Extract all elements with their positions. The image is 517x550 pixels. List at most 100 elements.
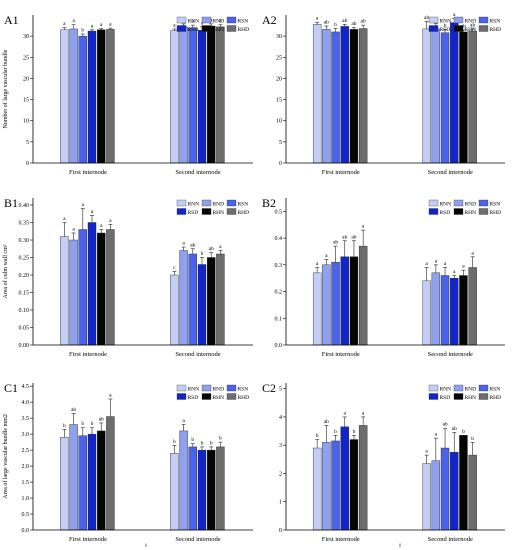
significance-letter: a	[344, 410, 347, 416]
significance-letter: ab	[99, 416, 104, 422]
y-tick-label: 5	[279, 387, 282, 393]
bar-rnn	[170, 274, 179, 346]
significance-letter: a	[453, 269, 456, 275]
significance-letter: b	[219, 436, 222, 442]
y-tick-label: 20	[23, 76, 29, 82]
bar-rnn	[170, 453, 179, 531]
y-tick-label: 0	[26, 161, 29, 167]
bar-rsd	[87, 222, 97, 346]
y-tick-label: 0.0	[22, 528, 30, 534]
legend-swatch-rsn	[226, 199, 237, 207]
significance-letter: ab	[342, 234, 347, 240]
bar-rhd	[106, 229, 115, 346]
y-tick-label: 0.3	[275, 263, 283, 269]
y-tick-label: 5	[279, 140, 282, 146]
significance-letter: ab	[342, 18, 347, 24]
legend-swatch-rnd	[453, 384, 464, 392]
legend-label-rsd: RSD	[188, 210, 199, 216]
bar-rhd	[216, 26, 225, 164]
bar-rhn	[206, 25, 216, 164]
bar-rnd	[179, 26, 188, 164]
bar-rsn	[331, 261, 340, 346]
y-tick-label: 4.5	[22, 384, 30, 390]
legend-swatch-rnd	[453, 199, 464, 207]
significance-letter: a	[109, 218, 112, 224]
chart-panel-c1: C1 Area of large vascular bundle mm2 0.0 0.…	[2, 381, 253, 543]
bar-rsd	[340, 256, 349, 346]
y-tick-label: 1.0	[22, 496, 30, 502]
legend-swatch-rsd	[176, 208, 187, 215]
legend-swatch-rsd	[428, 393, 439, 400]
bar-rhn	[349, 256, 359, 346]
x-category-label: Second internode	[175, 351, 220, 358]
bar-rnn	[60, 29, 69, 164]
bar-rsn	[188, 253, 198, 346]
bar-rsn	[78, 35, 88, 164]
bar-rhd	[468, 30, 477, 164]
significance-letter: b	[444, 23, 447, 29]
legend-label-rnn: RNN	[440, 202, 452, 208]
significance-letter: c	[173, 265, 176, 271]
bar-rnn	[422, 280, 431, 346]
legend-label-rhd: RHD	[490, 27, 502, 33]
y-tick-label: 4	[279, 415, 282, 421]
x-category-label: First internode	[322, 351, 360, 358]
legend-label-rnd: RND	[465, 19, 477, 25]
significance-letter: b	[334, 429, 337, 435]
significance-letter: ab	[442, 422, 447, 428]
legend-swatch-rhd	[478, 25, 489, 32]
legend-swatch-rsd	[176, 25, 187, 32]
x-category-label: First internode	[69, 536, 107, 543]
significance-letter: b	[63, 423, 66, 429]
legend-swatch-rhn	[453, 208, 464, 215]
significance-letter: b	[353, 429, 356, 435]
bar-rnn	[422, 463, 431, 531]
y-tick-label: 20	[276, 76, 282, 82]
legend-label-rsn: RSN	[490, 387, 501, 393]
y-tick-label: 0.20	[19, 273, 30, 279]
bar-rsd	[450, 277, 459, 346]
y-tick-label: 0.15	[19, 291, 30, 297]
footer-mark: 8	[145, 544, 148, 549]
legend-swatch-rhd	[226, 393, 237, 400]
legend-label-rnd: RND	[213, 202, 225, 208]
significance-letter: a	[325, 253, 328, 259]
legend-swatch-rsn	[478, 199, 489, 207]
significance-letter: ab	[452, 426, 457, 432]
legend-swatch-rnd	[201, 384, 212, 392]
footer-mark: 8	[399, 544, 402, 549]
y-tick-label: 0.25	[19, 256, 30, 262]
bar-rhn	[459, 275, 468, 346]
y-axis-label: Area of large vascular bundle mm2	[2, 414, 9, 499]
legend-label-rsd: RSD	[188, 27, 199, 33]
legend-label-rsd: RSD	[440, 395, 451, 401]
legend-label-rnd: RND	[465, 387, 477, 393]
bar-rhd	[358, 425, 368, 531]
legend-label-rnn: RNN	[188, 202, 200, 208]
bar-rnd	[69, 239, 78, 346]
y-tick-label: 2.5	[22, 448, 30, 454]
y-tick-label: 4.0	[22, 400, 30, 406]
legend-label-rhn: RHN	[213, 27, 225, 33]
y-tick-label: 0.10	[19, 308, 30, 314]
legend-label-rhd: RHD	[238, 27, 250, 33]
x-category-label: Second internode	[428, 536, 473, 543]
significance-letter: b	[81, 421, 84, 427]
legend-swatch-rsd	[176, 393, 187, 400]
legend-swatch-rnn	[428, 199, 439, 207]
legend-swatch-rnn	[428, 384, 439, 392]
legend-swatch-rnd	[453, 16, 464, 24]
bar-rsn	[78, 435, 88, 531]
legend-swatch-rnn	[428, 16, 439, 24]
y-tick-label: 2	[279, 471, 282, 477]
bar-rnd	[179, 250, 188, 346]
y-tick-label: 0	[279, 161, 282, 167]
y-tick-label: 3.5	[22, 416, 30, 422]
significance-letter: a	[435, 258, 438, 264]
significance-letter: a	[72, 18, 75, 24]
legend-swatch-rsd	[428, 208, 439, 215]
x-category-label: Second internode	[428, 351, 473, 358]
significance-letter: b	[201, 440, 204, 446]
y-tick-label: 0.00	[19, 343, 30, 349]
